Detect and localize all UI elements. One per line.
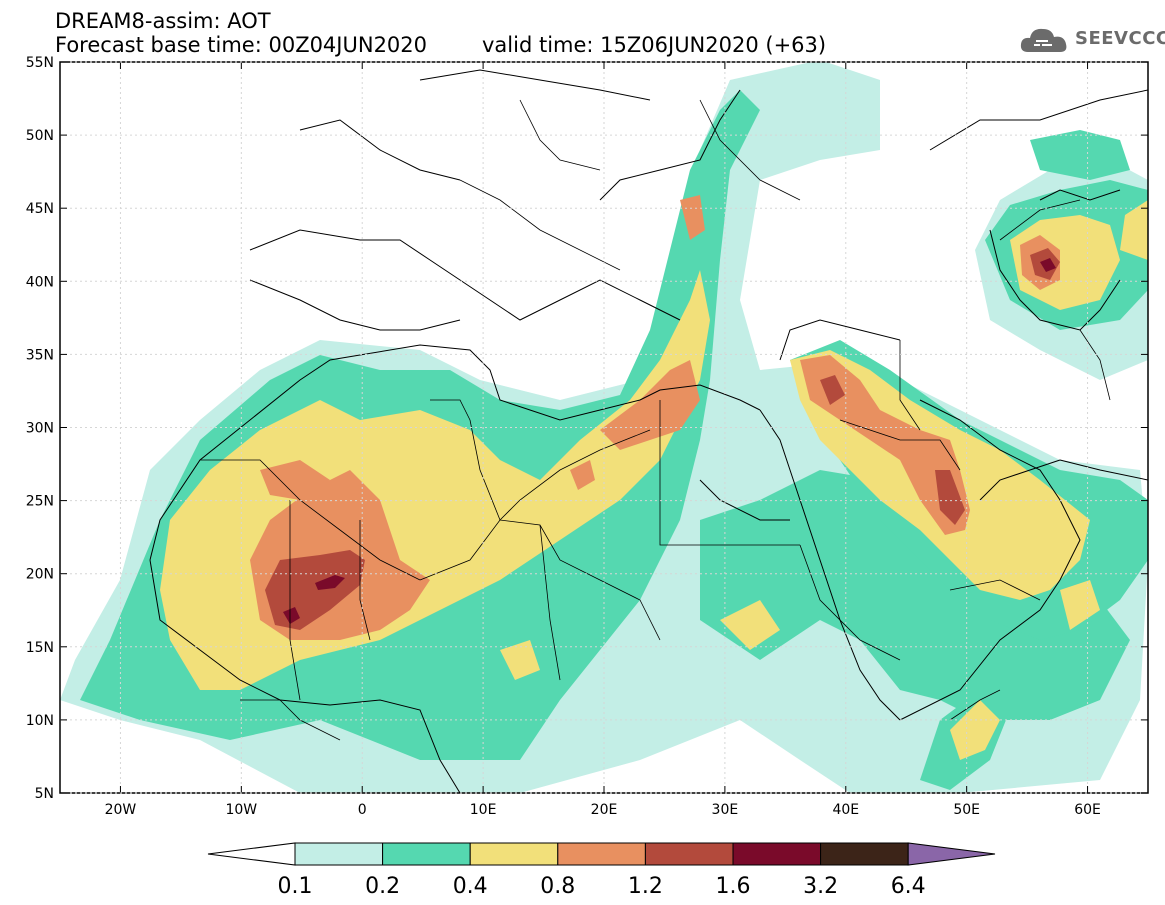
colorbar-box (644, 842, 734, 866)
colorbar-label: 0.4 (453, 874, 488, 899)
colorbar-arrow-high (907, 842, 996, 866)
lat-tick-label: 45N (26, 201, 54, 217)
lon-tick-label: 10E (470, 802, 497, 818)
lat-tick-label: 5N (35, 786, 54, 802)
lat-tick-label: 50N (26, 128, 54, 144)
lat-tick-label: 15N (26, 640, 54, 656)
colorbar-box (294, 842, 384, 866)
lon-tick-label: 30E (712, 802, 739, 818)
colorbar-label: 0.1 (278, 874, 313, 899)
lon-tick-label: 20E (591, 802, 618, 818)
lon-tick-label: 60E (1074, 802, 1101, 818)
logo-text: SEEVCCC (1075, 28, 1165, 49)
lon-tick-label: 0 (358, 802, 367, 818)
lat-tick-label: 20N (26, 567, 54, 583)
colorbar-label: 1.2 (628, 874, 663, 899)
lat-tick-label: 10N (26, 713, 54, 729)
colorbar-labels: 0.1 0.2 0.4 0.8 1.2 1.6 3.2 6.4 (278, 874, 926, 899)
colorbar-box (732, 842, 822, 866)
lon-tick-label: 40E (832, 802, 859, 818)
lon-tick-label: 50E (953, 802, 980, 818)
colorbar-label: 0.8 (540, 874, 575, 899)
seevccc-logo: SEEVCCC (1018, 22, 1165, 58)
colorbar-box (382, 842, 471, 866)
lat-tick-label: 35N (26, 347, 54, 363)
colorbar-arrow-low (207, 842, 296, 866)
colorbar-label: 1.6 (716, 874, 751, 899)
map-title: DREAM8-assim: AOT (55, 9, 271, 33)
country-borders (200, 99, 1111, 741)
lat-tick-label: 55N (26, 55, 54, 71)
colorbar-label: 3.2 (803, 874, 838, 899)
lat-tick-label: 40N (26, 274, 54, 290)
lat-tick-label: 25N (26, 494, 54, 510)
colorbar-box (820, 842, 909, 866)
colorbar-box (557, 842, 646, 866)
aot-level-1.6 (283, 258, 1056, 624)
colorbar-label: 6.4 (891, 874, 926, 899)
lon-tick-label: 20W (105, 802, 137, 818)
forecast-base-time: Forecast base time: 00Z04JUN2020 (55, 33, 428, 57)
axis-ticks: 20W 10W 0 10E 20E 30E 40E 50E 60E 5N 10N 15N 20N 25N 3… (26, 55, 1148, 818)
cloud-logo-icon (1020, 28, 1067, 52)
lat-tick-label: 30N (26, 421, 54, 437)
valid-time: valid time: 15Z06JUN2020 (+63) (482, 33, 827, 57)
colorbar-label: 0.2 (365, 874, 400, 899)
colorbar-boxes (207, 842, 996, 866)
colorbar-box (469, 842, 559, 866)
lon-tick-label: 10W (225, 802, 257, 818)
coastlines (149, 69, 1148, 793)
